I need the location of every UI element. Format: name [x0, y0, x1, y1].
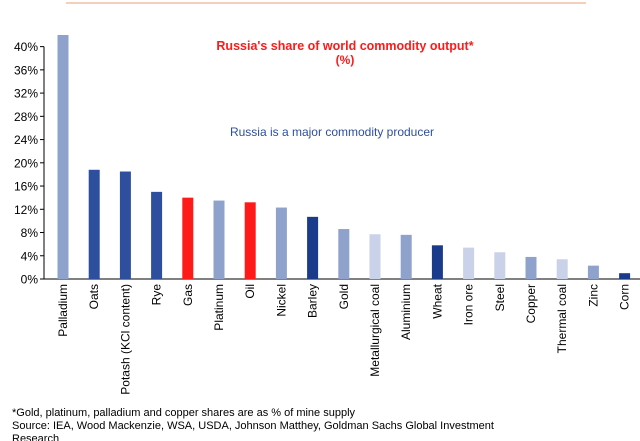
bar-wheat — [431, 245, 443, 279]
bars — [57, 35, 631, 279]
x-tick-label: Oil — [243, 284, 257, 299]
footnotes: *Gold, platinum, palladium and copper sh… — [12, 407, 632, 441]
bar-iron-ore — [463, 247, 475, 279]
footnote-source-continued: Research — [12, 433, 60, 441]
y-tick-label: 28% — [14, 110, 38, 124]
y-tick-label: 40% — [14, 40, 38, 54]
x-tick-label: Gold — [337, 284, 351, 309]
bar-oil — [244, 202, 256, 279]
y-tick-label: 8% — [21, 226, 39, 240]
bar-potash-kcl-content — [119, 171, 131, 279]
footnote-source: Source: IEA, Wood Mackenzie, WSA, USDA, … — [12, 420, 494, 432]
footnote-note: *Gold, platinum, palladium and copper sh… — [12, 407, 356, 419]
bar-metallurgical-coal — [369, 234, 381, 279]
x-axis-labels: Palladium Oats Potash (KCl content) Rye Gas P… — [56, 283, 632, 394]
y-tick-label: 0% — [21, 273, 39, 287]
bar-platinum — [213, 200, 225, 279]
y-tick-label: 20% — [14, 156, 38, 170]
x-tick-label: Wheat — [430, 283, 444, 318]
x-tick-label: Zinc — [586, 284, 600, 307]
bar-steel — [494, 252, 506, 279]
bar-barley — [307, 216, 319, 279]
x-tick-label: Palladium — [56, 284, 70, 337]
chart-subtitle: (%) — [336, 53, 355, 67]
x-tick-label: Gas — [181, 284, 195, 306]
x-tick-label: Aluminium — [399, 284, 413, 340]
chart-annotation: Russia is a major commodity producer — [230, 125, 434, 139]
y-tick-label: 24% — [14, 133, 38, 147]
y-tick-label: 12% — [14, 203, 38, 217]
bar-aluminium — [400, 234, 412, 279]
bar-nickel — [275, 207, 287, 279]
x-tick-label: Rye — [150, 284, 164, 306]
y-tick-label: 36% — [14, 63, 38, 77]
bar-gold — [338, 229, 350, 279]
bar-corn — [619, 273, 631, 279]
x-tick-label: Thermal coal — [555, 284, 569, 353]
y-tick-label: 32% — [14, 87, 38, 101]
bar-zinc — [587, 265, 599, 279]
bar-oats — [88, 169, 100, 279]
bar-copper — [525, 256, 537, 279]
bar-gas — [182, 197, 194, 279]
x-tick-label: Steel — [493, 284, 507, 311]
chart-title: Russia's share of world commodity output… — [216, 39, 473, 53]
bar-thermal-coal — [556, 259, 568, 279]
y-tick-label: 16% — [14, 180, 38, 194]
x-tick-label: Platinum — [212, 284, 226, 331]
x-tick-label: Potash (KCl content) — [118, 284, 132, 395]
x-tick-label: Oats — [87, 284, 101, 309]
x-tick-label: Copper — [524, 284, 538, 323]
x-tick-label: Iron ore — [462, 284, 476, 326]
x-tick-label: Metallurgical coal — [368, 284, 382, 377]
x-tick-label: Corn — [618, 284, 632, 310]
bar-rye — [151, 191, 163, 279]
x-tick-label: Nickel — [274, 284, 288, 317]
x-tick-label: Barley — [306, 284, 320, 318]
y-axis: 0% 4% 8% 12% 16% 20% 24% 28% 32% 36% 40% — [14, 40, 640, 287]
bar-palladium — [57, 35, 69, 279]
y-tick-label: 4% — [21, 249, 39, 263]
